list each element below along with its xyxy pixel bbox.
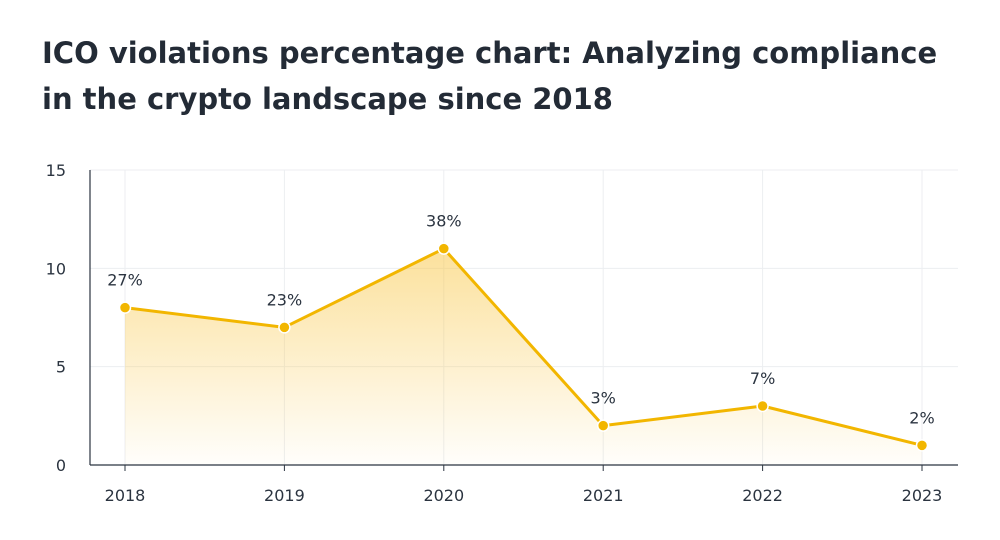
y-tick-label: 10: [46, 259, 66, 278]
data-label: 23%: [267, 290, 303, 309]
data-label: 38%: [426, 212, 462, 231]
axes: 0 5 10 15 2018 2019 2020 2021 2022 2023: [46, 161, 958, 505]
data-label: 27%: [107, 271, 143, 290]
x-tick-label: 2018: [105, 486, 146, 505]
data-label: 3%: [591, 389, 616, 408]
y-tick-label: 0: [56, 456, 66, 475]
data-points: [118, 242, 929, 452]
y-tick-label: 15: [46, 161, 66, 180]
x-tick-label: 2019: [264, 486, 305, 505]
data-point: [278, 321, 291, 334]
area-fill-layer: [125, 248, 922, 465]
data-labels: 27% 23% 38% 3% 7% 2%: [107, 212, 934, 428]
x-tick-label: 2021: [583, 486, 624, 505]
series-line: [124, 247, 923, 447]
data-label: 7%: [750, 369, 775, 388]
x-tick-label: 2023: [902, 486, 943, 505]
data-point: [437, 242, 451, 255]
data-label: 2%: [909, 408, 934, 427]
x-tick-label: 2020: [423, 486, 464, 505]
x-tick-label: 2022: [742, 486, 783, 505]
chart-title: ICO violations percentage chart: Analyzi…: [42, 36, 938, 116]
y-tick-label: 5: [56, 358, 66, 377]
data-point: [915, 439, 929, 452]
data-point: [756, 399, 769, 413]
series-line-layer: [124, 247, 923, 447]
data-point: [118, 301, 132, 314]
data-point: [596, 419, 610, 432]
series-area-fill: [125, 248, 922, 465]
